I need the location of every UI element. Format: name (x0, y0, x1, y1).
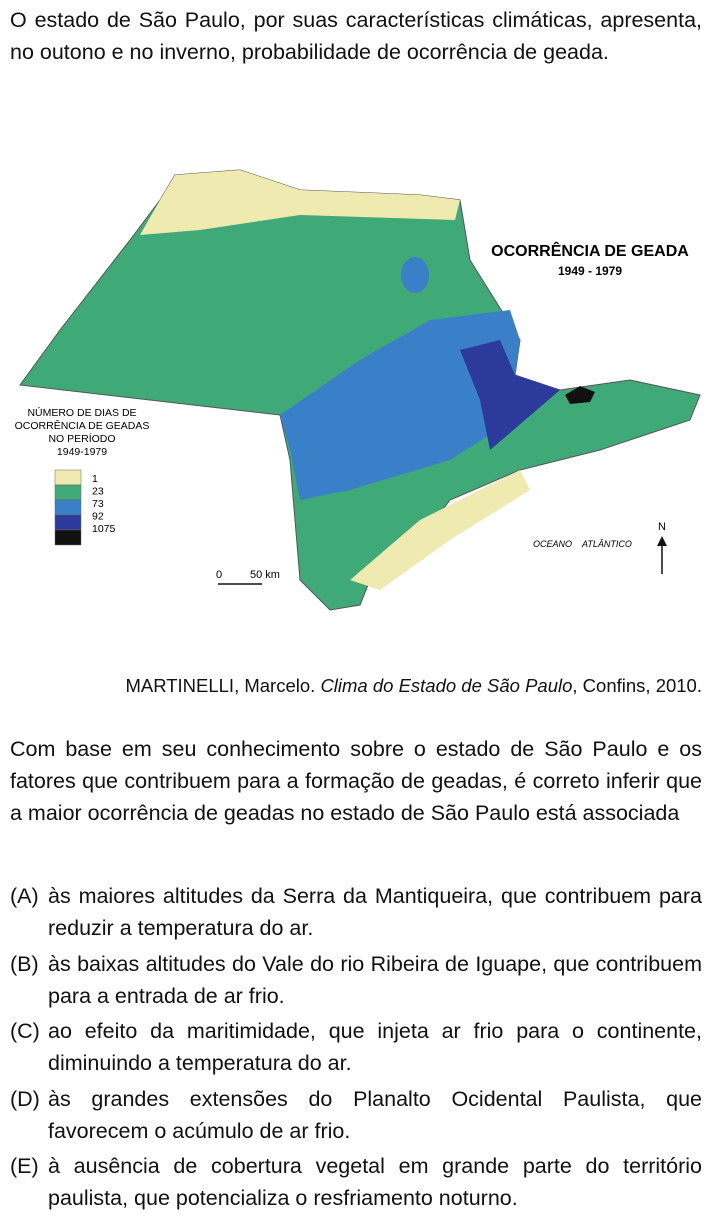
legend-title: NO PERÍODO (48, 432, 115, 445)
legend-swatch (54, 529, 82, 546)
scale-start: 0 (216, 569, 222, 581)
legend-label: 73 (92, 498, 104, 510)
legend-swatch (54, 499, 82, 516)
zone-peak (565, 386, 595, 404)
citation: MARTINELLI, Marcelo. Clima do Estado de … (10, 670, 702, 702)
option: (E) à ausência de cobertura vegetal em gr… (10, 1150, 702, 1214)
legend-label: 92 (92, 511, 104, 523)
option-letter: (C) (10, 1019, 40, 1043)
legend-swatch (54, 514, 82, 531)
map: OCORRÊNCIA DE GEADA 1949 - 1979 NÚMERO D… (15, 169, 701, 611)
legend-label: 1075 (92, 523, 116, 535)
option-text: ao efeito da maritimidade, que injeta ar… (48, 1019, 702, 1075)
option-letter: (B) (10, 951, 39, 976)
option-text: à ausência de cobertura vegetal em grand… (48, 1154, 702, 1210)
option: (C) ao efeito da maritimidade, que injeta… (10, 1015, 702, 1079)
legend-title: OCORRÊNCIA DE GEADAS (15, 419, 150, 432)
zone-spot (401, 257, 429, 293)
option: (B) às baixas altitudes do Vale do rio Ri… (10, 948, 702, 1012)
legend-title: 1949-1979 (57, 446, 107, 458)
map-period: 1949 - 1979 (558, 264, 622, 278)
option-letter: (A) (10, 884, 39, 908)
intro: O estado de São Paulo, por suas caracter… (10, 8, 702, 64)
north-arrow-head (657, 536, 667, 546)
option-letter: (D) (10, 1086, 40, 1111)
option-text: às grandes extensões do Planalto Ocident… (48, 1086, 702, 1143)
ocean-label: ATLÂNTICO (581, 539, 632, 549)
legend-label: 23 (92, 486, 104, 498)
ocean-label: OCEANO (533, 539, 572, 549)
scale-end: 50 km (250, 569, 280, 581)
option-text: às maiores altitudes da Serra da Mantiqu… (48, 884, 702, 940)
legend-label: 1 (92, 473, 98, 485)
citation-work: Clima do Estado de São Paulo (320, 675, 573, 696)
option-letter: (E) (10, 1154, 39, 1178)
legend-swatch (54, 469, 82, 486)
zone-high (460, 340, 560, 450)
citation-rest: , Confins, 2010. (572, 675, 702, 696)
map-title: OCORRÊNCIA DE GEADA (491, 241, 689, 260)
citation-author: MARTINELLI, Marcelo. (125, 675, 321, 696)
north-label: N (658, 521, 666, 533)
legend-title: NÚMERO DE DIAS DE (27, 406, 136, 419)
option: (D) às grandes extensões do Planalto Ocid… (10, 1083, 702, 1147)
zone-coast (350, 470, 530, 590)
legend-swatch (54, 484, 82, 501)
question-stem: Com base em seu conhecimento sobre o est… (10, 737, 702, 825)
option: (A) às maiores altitudes da Serra da Mant… (10, 880, 702, 944)
option-text: às baixas altitudes do Vale do rio Ribei… (48, 951, 702, 1008)
zone-low (140, 170, 460, 235)
